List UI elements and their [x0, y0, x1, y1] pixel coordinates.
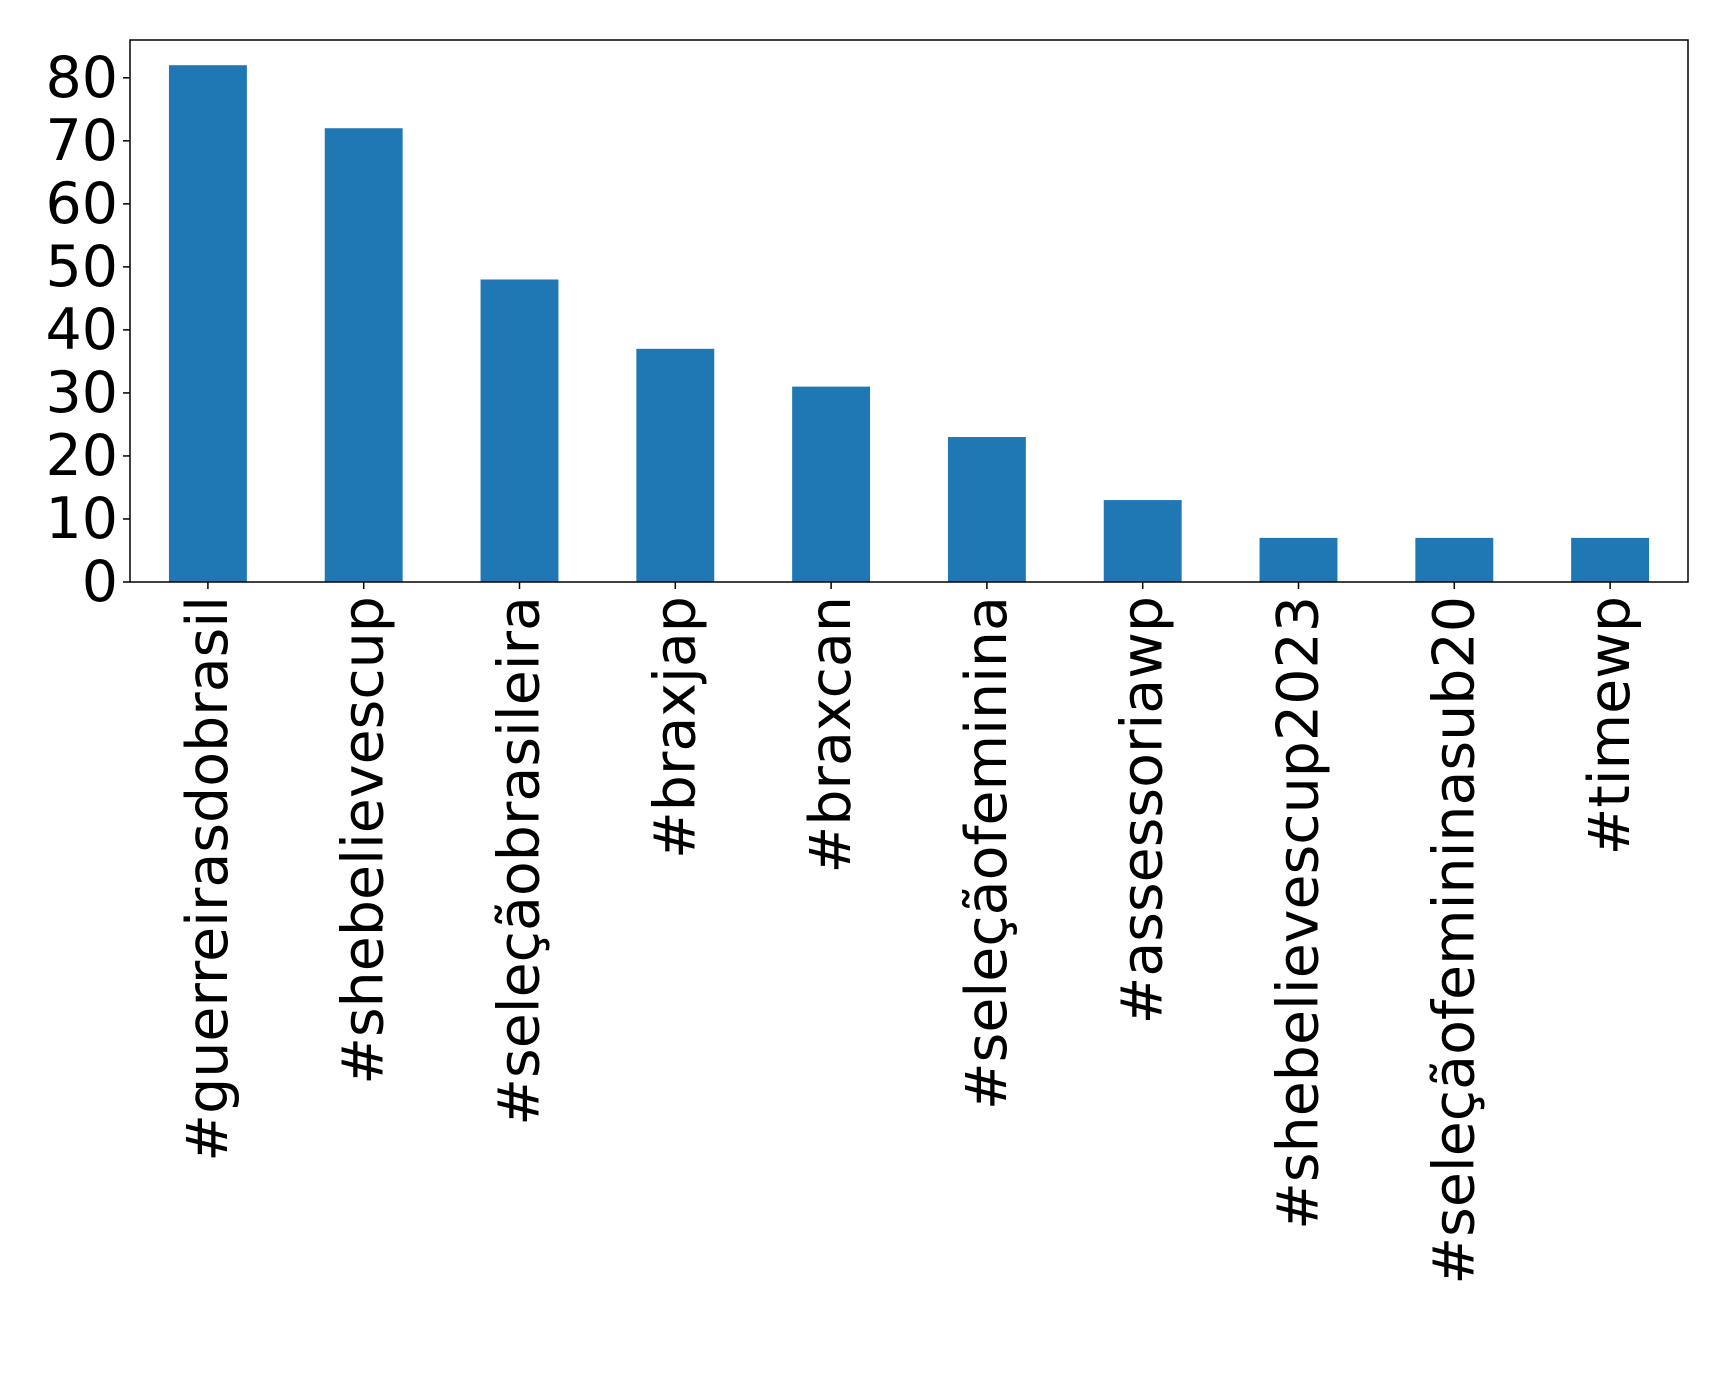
bar — [792, 386, 871, 582]
x-tick-label: #shebelievescup — [331, 596, 397, 1085]
bar — [168, 65, 247, 583]
x-tick-label: #timewp — [1577, 596, 1643, 855]
bar — [1259, 537, 1338, 582]
bar — [1571, 537, 1650, 582]
y-tick-label: 80 — [45, 45, 118, 111]
x-tick-label: #braxjap — [642, 596, 708, 859]
bar — [1415, 537, 1494, 582]
x-tick-label: #shebelievescup2023 — [1266, 596, 1332, 1230]
bar — [636, 348, 715, 582]
bar — [947, 437, 1026, 582]
plot-frame — [129, 39, 1689, 583]
bar — [324, 128, 403, 583]
y-tick-label: 0 — [82, 549, 118, 615]
y-tick-label: 40 — [45, 297, 118, 363]
x-tick-label: #assessoriawp — [1110, 596, 1176, 1024]
x-tick-label: #seleçãobrasileira — [487, 596, 553, 1126]
y-tick-label: 10 — [45, 486, 118, 552]
x-tick-label: #seleçãofemininasub20 — [1421, 596, 1487, 1285]
x-tick-label: #guerreirasdobrasil — [175, 596, 241, 1162]
x-axis: #guerreirasdobrasil #shebelievescup #seleç… — [175, 582, 1643, 1285]
y-tick-label: 60 — [45, 171, 118, 237]
x-tick-label: #braxcan — [798, 596, 864, 873]
y-tick-label: 30 — [45, 360, 118, 426]
y-tick-label: 70 — [45, 108, 118, 174]
bar — [480, 279, 559, 582]
bar — [1103, 500, 1182, 582]
y-tick-label: 50 — [45, 234, 118, 300]
x-tick-label: #seleçãofeminina — [954, 596, 1020, 1110]
bars-group — [168, 65, 1650, 583]
y-tick-label: 20 — [45, 423, 118, 489]
